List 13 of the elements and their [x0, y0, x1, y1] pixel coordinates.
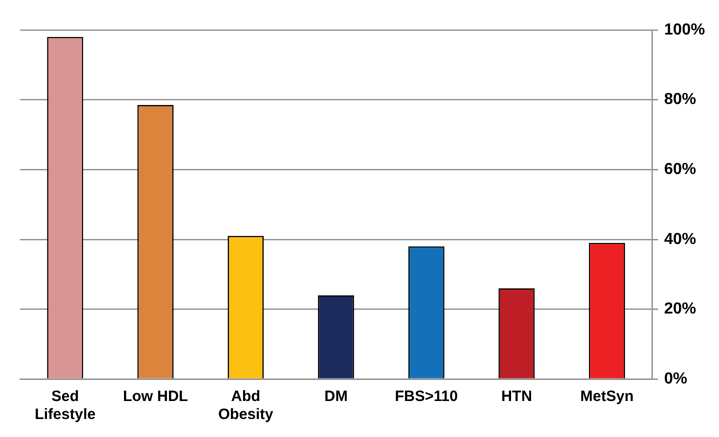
y-tick-label: 40%: [664, 230, 696, 248]
x-tick-label: HTN: [501, 388, 532, 406]
y-tick-label: 20%: [664, 300, 696, 318]
x-tick-label: DM: [324, 388, 348, 406]
x-tick-label: Low HDL: [122, 388, 188, 406]
x-tick-label: Sed Lifestyle: [34, 388, 96, 424]
y-tick-label: 100%: [664, 21, 705, 38]
y-tick-label: 0%: [664, 370, 688, 388]
y-tick-label: 80%: [664, 91, 696, 108]
y-tick-label: 60%: [664, 161, 696, 178]
x-tick-label: Abd Obesity: [218, 388, 274, 424]
x-tick-label: FBS>110: [394, 388, 458, 406]
x-tick-label: MetSyn: [580, 388, 634, 406]
